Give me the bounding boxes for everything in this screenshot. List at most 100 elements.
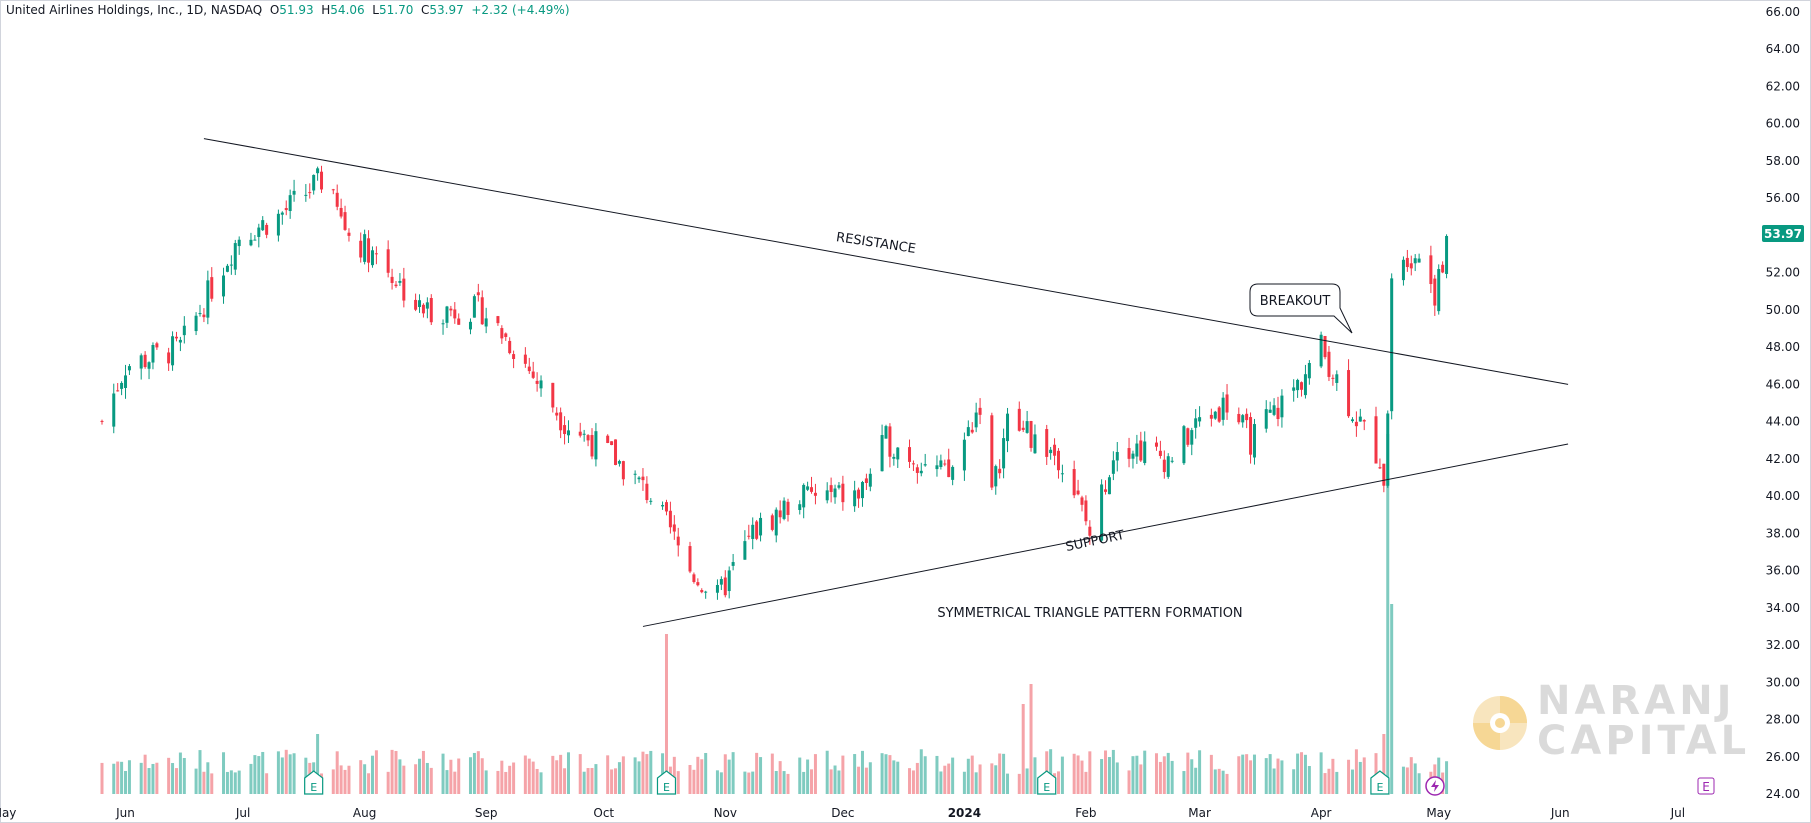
candle [480, 290, 484, 325]
volume-bar [198, 750, 202, 794]
candle [606, 434, 610, 444]
candle [774, 507, 778, 543]
volume-bar [414, 764, 418, 794]
candle [124, 364, 128, 399]
volume-bar [335, 751, 339, 794]
candle [1190, 427, 1194, 456]
price-tick-label: 62.00 [1766, 79, 1800, 93]
candle [853, 480, 857, 512]
volume-bar [1198, 750, 1202, 794]
candle [1390, 273, 1394, 420]
candle [637, 476, 641, 483]
support-label: SUPPORT [1064, 528, 1126, 555]
volume-bar [1017, 773, 1021, 794]
candle [908, 439, 912, 469]
volume-bar [1162, 756, 1166, 794]
candle [1358, 408, 1362, 422]
volume-bar [908, 768, 912, 794]
candle [1166, 453, 1170, 479]
volume-bar [1107, 757, 1111, 794]
volume-bar [265, 773, 269, 794]
low-value: 51.70 [378, 3, 414, 17]
volume-bar [966, 758, 970, 794]
volume-bar [990, 763, 994, 794]
earnings-marker-icon[interactable]: E [1037, 770, 1057, 795]
candle [1350, 417, 1354, 423]
volume-bar [935, 755, 939, 794]
candle [704, 590, 708, 599]
candle [715, 579, 719, 600]
volume-bar [402, 765, 406, 794]
volume-bar [359, 760, 363, 794]
candle [1276, 396, 1280, 427]
volume-bar [1033, 757, 1037, 794]
volume-bar [915, 762, 919, 794]
candle [696, 578, 700, 587]
volume-bar [304, 757, 308, 794]
volume-bar [806, 759, 810, 794]
volume-bar [178, 752, 182, 794]
time-tick-label: May [1426, 806, 1451, 820]
candle [202, 308, 206, 323]
volume-bar [418, 758, 422, 794]
breakout-callout[interactable]: BREAKOUT [1249, 283, 1353, 334]
time-axis[interactable]: May Jun Jul Aug Sep Oct Nov Dec 2024 Feb Mar Apr May… [0, 806, 1685, 820]
candle [1296, 378, 1300, 398]
price-tick-label: 48.00 [1766, 340, 1800, 354]
support-trendline[interactable] [642, 443, 1569, 627]
candle [994, 464, 998, 495]
earnings-marker-icon[interactable]: E [304, 770, 324, 795]
candle [1213, 410, 1217, 420]
candle [864, 473, 868, 490]
volume-bar [468, 757, 472, 794]
candle [586, 434, 590, 447]
volume-bar [919, 749, 923, 794]
candle [139, 353, 143, 380]
candle [782, 497, 786, 521]
volume-bar [731, 752, 735, 794]
time-tick-label: Feb [1075, 806, 1096, 820]
volume-bar [1409, 757, 1413, 794]
price-tick-label: 58.00 [1766, 154, 1800, 168]
volume-bar [1186, 752, 1190, 794]
dividend-marker-icon[interactable]: E [1697, 777, 1715, 795]
candle [249, 232, 253, 247]
candle [171, 331, 175, 371]
volume-bar [472, 752, 476, 794]
flash-event-icon[interactable] [1425, 776, 1445, 796]
candle [837, 482, 841, 490]
candle [688, 541, 692, 574]
close-value: 53.97 [429, 3, 464, 17]
candle [825, 482, 829, 504]
candle [147, 361, 151, 380]
earnings-marker-icon[interactable]: E [656, 770, 677, 795]
candle [731, 553, 735, 571]
volume-bar [1390, 604, 1394, 794]
volume-bar [751, 771, 755, 794]
candle [1006, 407, 1010, 453]
resistance-trendline[interactable] [203, 138, 1569, 385]
volume-bar [527, 758, 531, 794]
volume-bar [892, 760, 896, 794]
price-tick-label: 26.00 [1766, 750, 1800, 764]
volume-bar [911, 770, 915, 794]
volume-bar [1401, 766, 1405, 794]
candle [990, 412, 994, 491]
volume-bar [331, 769, 335, 794]
breakout-callout-shape [1249, 283, 1353, 334]
volume-bar [1021, 704, 1025, 794]
volume-bar [1347, 759, 1351, 794]
volume-bar [884, 754, 888, 794]
candle [1162, 450, 1166, 479]
earnings-marker-icon[interactable]: E [1370, 770, 1390, 795]
candle [394, 281, 398, 288]
candle [719, 576, 723, 591]
candle [1053, 438, 1057, 466]
volume-bar [621, 756, 625, 794]
candle [1429, 245, 1433, 294]
volume-bar [120, 761, 124, 794]
price-axis[interactable]: 66.0064.0062.0060.0058.0056.0054.0052.00… [1766, 5, 1800, 801]
candle [641, 468, 645, 491]
